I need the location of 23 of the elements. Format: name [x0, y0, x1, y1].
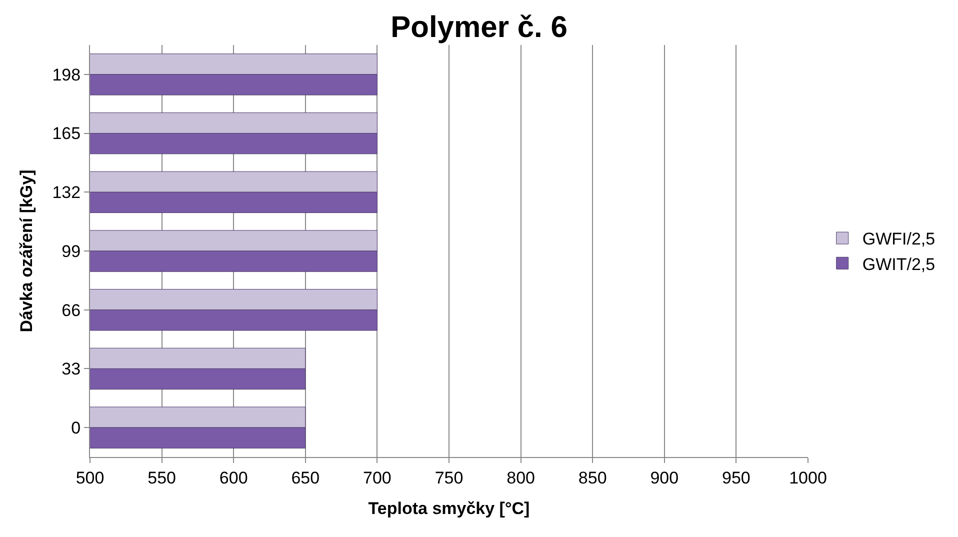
x-tick-label: 600: [219, 468, 248, 488]
y-axis-title: Dávka ozáření [kGy]: [16, 170, 36, 332]
y-tick-label: 132: [52, 183, 81, 202]
legend-label: GWIT/2,5: [862, 254, 936, 274]
y-tick-label: 99: [62, 242, 81, 261]
x-tick-label: 550: [148, 468, 176, 488]
y-tick-label: 165: [52, 124, 81, 144]
x-tick-label: 500: [76, 468, 104, 488]
y-tick-label: 0: [71, 418, 81, 438]
y-tick-label: 198: [52, 65, 81, 84]
x-tick-label: 900: [650, 468, 679, 488]
x-tick-label: 800: [506, 468, 535, 488]
x-tick-label: 750: [434, 468, 464, 488]
x-tick-label: 950: [722, 468, 750, 488]
chart-title: Polymer č. 6: [390, 11, 568, 44]
y-tick-label: 33: [62, 360, 81, 379]
x-axis-title: Teplota smyčky [°C]: [368, 498, 530, 518]
y-tick-label: 66: [62, 300, 81, 320]
x-tick-label: 650: [291, 468, 320, 488]
x-tick-label: 1000: [789, 468, 827, 488]
legend-label: GWFI/2,5: [862, 230, 936, 249]
x-tick-label: 700: [363, 468, 392, 488]
x-tick-label: 850: [578, 468, 607, 488]
